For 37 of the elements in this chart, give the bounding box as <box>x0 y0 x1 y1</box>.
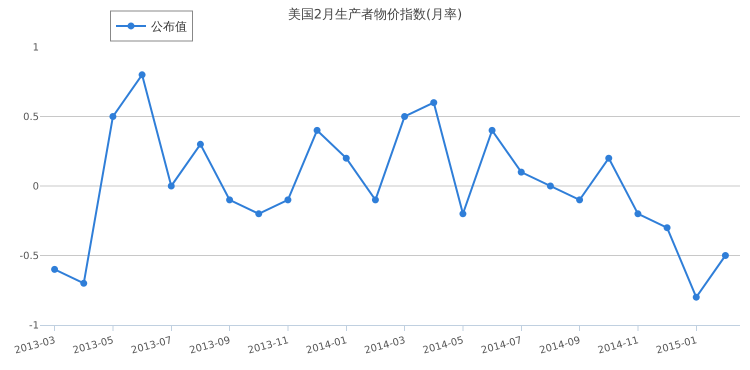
point <box>284 196 292 204</box>
legend-label: 公布值 <box>151 20 187 34</box>
chart-title: 美国2月生产者物价指数(月率) <box>288 6 462 22</box>
y-tick-label: 0.5 <box>23 112 39 123</box>
point <box>459 210 466 218</box>
point <box>430 99 438 106</box>
x-tick-label: 2014-09 <box>538 335 582 357</box>
point <box>692 294 700 301</box>
y-tick-label: 0 <box>32 182 39 192</box>
point <box>80 280 88 287</box>
point <box>605 154 612 162</box>
x-tick-label: 2015-01 <box>655 335 698 357</box>
point <box>546 182 554 190</box>
point <box>314 126 321 134</box>
point <box>518 168 525 176</box>
point <box>372 196 379 204</box>
point <box>109 113 116 120</box>
point <box>138 71 146 78</box>
point <box>576 196 584 204</box>
point <box>196 140 204 148</box>
y-tick-label: 1 <box>32 42 39 54</box>
point <box>401 113 408 120</box>
x-tick-label: 2014-11 <box>596 335 640 357</box>
point <box>226 196 234 204</box>
point <box>634 210 642 218</box>
x-tick-label: 2013-09 <box>188 335 232 357</box>
x-tick-label: 2014-01 <box>305 335 348 357</box>
x-tick-label: 2013-11 <box>246 335 290 357</box>
point <box>664 224 671 232</box>
point <box>51 266 58 273</box>
y-tick-label: -0.5 <box>19 251 39 262</box>
point <box>255 210 262 218</box>
point <box>342 154 350 162</box>
y-tick-label: -1 <box>29 320 39 332</box>
point <box>722 252 729 259</box>
point <box>168 182 175 190</box>
point <box>488 126 496 134</box>
